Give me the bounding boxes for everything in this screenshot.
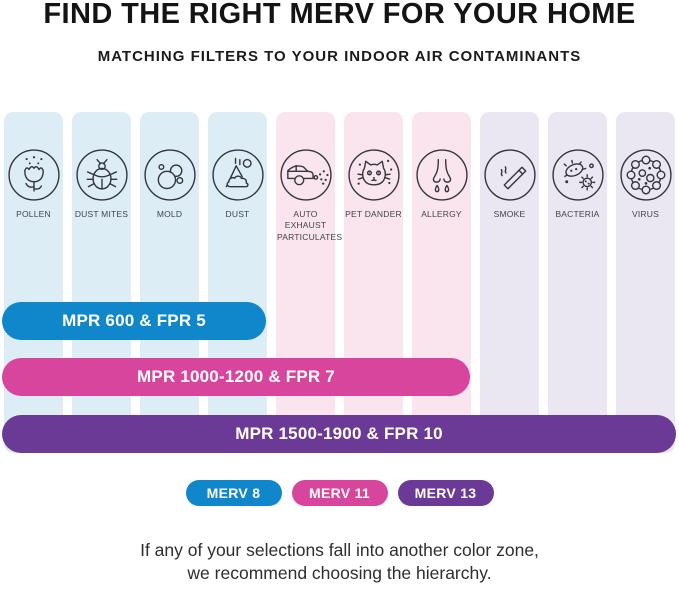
bar-merv13: MPR 1500-1900 & FPR 10 — [2, 415, 676, 453]
column-label: AUTO EXHAUST PARTICULATES — [277, 209, 343, 242]
smoke-icon — [483, 148, 537, 202]
contaminant-columns: POLLEN DUST MITES — [4, 112, 675, 453]
allergy-icon — [415, 148, 469, 202]
pet-dander-icon — [347, 148, 401, 202]
column-dust: DUST — [208, 112, 267, 453]
contaminant-chart: POLLEN DUST MITES — [4, 112, 675, 453]
virus-icon — [619, 148, 673, 202]
dust-icon — [211, 148, 265, 202]
bar-merv8-label: MPR 600 & FPR 5 — [62, 311, 206, 330]
bar-merv8: MPR 600 & FPR 5 — [2, 302, 266, 340]
legend-pill-merv8-label: MERV 8 — [206, 485, 261, 501]
bacteria-icon — [551, 148, 605, 202]
column-label: POLLEN — [16, 209, 51, 219]
column-label: SMOKE — [493, 209, 526, 219]
page-subtitle: MATCHING FILTERS TO YOUR INDOOR AIR CONT… — [97, 48, 582, 65]
footer-note-line2: we recommend choosing the hierarchy. — [187, 563, 492, 583]
column-label: MOLD — [156, 209, 183, 219]
footer-note-line1: If any of your selections fall into anot… — [140, 540, 539, 560]
column-label: ALLERGY — [421, 209, 462, 219]
column-auto-exhaust: AUTO EXHAUST PARTICULATES — [276, 112, 343, 453]
legend-pill-merv8: MERV 8 — [185, 480, 282, 506]
column-allergy: ALLERGY — [412, 112, 471, 453]
legend-pill-merv11-label: MERV 11 — [309, 485, 370, 501]
column-dust-mites: DUST MITES — [72, 112, 131, 453]
column-mold: MOLD — [140, 112, 199, 453]
column-pollen: POLLEN — [4, 112, 63, 453]
legend-pill-merv13-label: MERV 13 — [414, 485, 477, 501]
auto-exhaust-icon — [279, 148, 333, 202]
legend-pill-merv11: MERV 11 — [291, 480, 388, 506]
column-label: DUST MITES — [74, 209, 129, 219]
page-title: FIND THE RIGHT MERV FOR YOUR HOME — [43, 0, 636, 30]
column-smoke: SMOKE — [480, 112, 539, 453]
column-pet-dander: PET DANDER — [344, 112, 403, 453]
column-label: PET DANDER — [345, 209, 402, 219]
column-bacteria: BACTERIA — [548, 112, 607, 453]
bar-merv13-label: MPR 1500-1900 & FPR 10 — [235, 424, 443, 443]
column-label: DUST — [225, 209, 250, 219]
mold-icon — [143, 148, 197, 202]
bar-merv11-label: MPR 1000-1200 & FPR 7 — [137, 367, 335, 386]
dust-mites-icon — [75, 148, 129, 202]
column-label: VIRUS — [632, 209, 659, 219]
legend-pill-merv13: MERV 13 — [397, 480, 494, 506]
merv-legend: MERV 8 MERV 11 MERV 13 — [0, 480, 679, 506]
pollen-icon — [7, 148, 61, 202]
column-label: BACTERIA — [555, 209, 600, 219]
column-virus: VIRUS — [616, 112, 675, 453]
footer-note: If any of your selections fall into anot… — [0, 539, 679, 585]
bar-merv11: MPR 1000-1200 & FPR 7 — [2, 358, 470, 396]
